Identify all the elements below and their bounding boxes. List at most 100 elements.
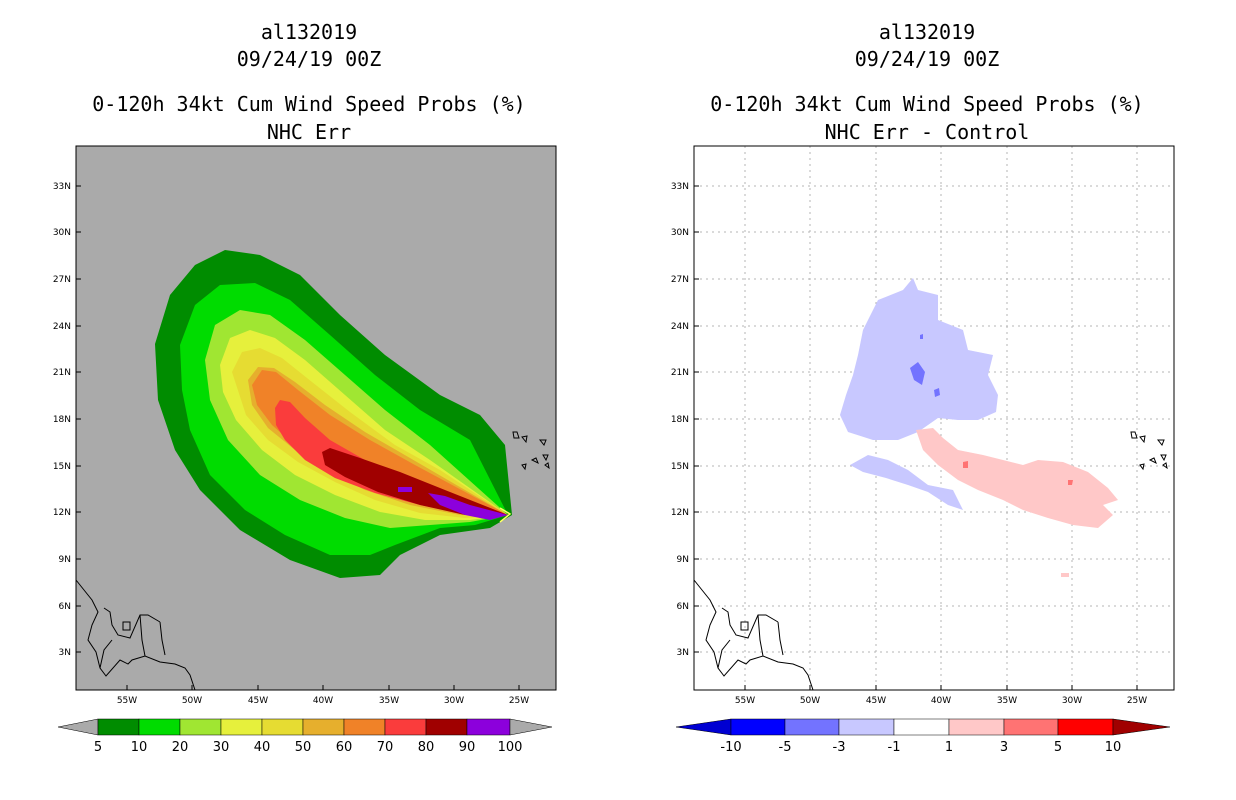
colorbar-swatch	[1057, 718, 1114, 736]
right-lat-label: 21N	[671, 368, 689, 378]
left-lat-label: 9N	[59, 555, 71, 565]
left-storm-id: al132019	[260, 20, 358, 44]
colorbar-arrow-low	[675, 718, 732, 736]
colorbar-swatch	[261, 718, 304, 736]
left-colorbar: 5 10 20 30 40 50 60 70 80 90 100	[57, 718, 553, 755]
cabo-verde-islands	[512, 431, 550, 471]
colorbar-label: 10	[131, 740, 148, 755]
colorbar-swatch	[948, 718, 1005, 736]
right-lat-axis: 33N 30N 27N 24N 21N 18N 15N 12N 9N 6N 3N	[671, 182, 699, 658]
prob-swath-90-fragment	[398, 487, 412, 492]
colorbar-label: -10	[720, 740, 741, 755]
colorbar-label: 70	[377, 740, 394, 755]
right-lon-axis: 55W 50W 45W 40W 35W 30W 25W	[735, 685, 1147, 706]
right-map-frame	[693, 145, 1175, 691]
left-lat-label: 27N	[53, 275, 71, 285]
left-lat-label: 30N	[53, 228, 71, 238]
right-lon-label: 35W	[997, 696, 1017, 706]
left-lon-label: 45W	[248, 696, 268, 706]
colorbar-swatch	[343, 718, 386, 736]
colorbar-label: 30	[213, 740, 230, 755]
right-lon-label: 40W	[931, 696, 951, 706]
left-lat-label: 12N	[53, 508, 71, 518]
left-map: 33N 30N 27N 24N 21N 18N 15N 12N 9N 6N 3N…	[53, 145, 557, 755]
colorbar-label: 100	[498, 740, 523, 755]
right-lon-label: 25W	[1127, 696, 1147, 706]
right-datetime: 09/24/19 00Z	[854, 47, 1000, 71]
diff-negative-strong-3	[920, 334, 923, 339]
left-panel: al132019 09/24/19 00Z 0-120h 34kt Cum Wi…	[53, 20, 557, 755]
prob-swath-80	[322, 448, 508, 515]
colorbar-label: 1	[945, 740, 953, 755]
colorbar-swatch	[384, 718, 427, 736]
colorbar-swatch	[302, 718, 345, 736]
left-lon-axis: 55W 50W 45W 40W 35W 30W 25W	[117, 685, 529, 706]
right-lon-label: 55W	[735, 696, 755, 706]
colorbar-swatch	[730, 718, 786, 736]
colorbar-arrow-high	[1112, 718, 1171, 736]
colorbar-swatch	[179, 718, 222, 736]
colorbar-swatch	[1003, 718, 1059, 736]
diff-positive-strong-2	[1068, 480, 1073, 485]
colorbar-swatch	[893, 718, 950, 736]
south-america-coastline	[75, 579, 196, 691]
colorbar-label: 10	[1105, 740, 1122, 755]
right-map: 33N 30N 27N 24N 21N 18N 15N 12N 9N 6N 3N…	[671, 145, 1175, 755]
colorbar-swatch	[784, 718, 840, 736]
right-lat-label: 27N	[671, 275, 689, 285]
storm-origin-marker	[499, 507, 512, 523]
right-lat-label: 3N	[677, 648, 689, 658]
left-lon-label: 35W	[379, 696, 399, 706]
diff-negative-region	[840, 278, 998, 440]
colorbar-label: 5	[1054, 740, 1062, 755]
colorbar-label: -1	[888, 740, 901, 755]
colorbar-swatch	[138, 718, 181, 736]
left-lat-label: 18N	[53, 415, 71, 425]
colorbar-label: 80	[418, 740, 435, 755]
right-lon-label: 50W	[800, 696, 820, 706]
right-lat-label: 30N	[671, 228, 689, 238]
diff-negative-region-south	[850, 455, 963, 510]
diff-negative-strong-2	[934, 388, 940, 397]
diff-negative-strong-1	[910, 362, 925, 385]
right-subtitle: NHC Err - Control	[824, 120, 1030, 144]
left-lat-label: 15N	[53, 462, 71, 472]
right-lon-label: 30W	[1062, 696, 1082, 706]
colorbar-label: -5	[779, 740, 792, 755]
left-lon-label: 40W	[313, 696, 333, 706]
colorbar-label: 3	[1000, 740, 1008, 755]
guiana-borders	[717, 607, 784, 669]
colorbar-label: 60	[336, 740, 353, 755]
right-lon-label: 45W	[866, 696, 886, 706]
left-map-frame	[75, 145, 557, 691]
left-datetime: 09/24/19 00Z	[236, 47, 382, 71]
left-lat-axis: 33N 30N 27N 24N 21N 18N 15N 12N 9N 6N 3N	[53, 182, 81, 658]
right-map-grid	[694, 146, 1174, 690]
south-america-coastline	[693, 579, 814, 691]
right-lat-label: 18N	[671, 415, 689, 425]
left-lon-label: 30W	[444, 696, 464, 706]
colorbar-label: -3	[833, 740, 846, 755]
right-lat-label: 6N	[677, 602, 689, 612]
colorbar-swatch	[97, 718, 140, 736]
left-product-title: 0-120h 34kt Cum Wind Speed Probs (%)	[92, 92, 526, 116]
right-lat-label: 9N	[677, 555, 689, 565]
right-lat-label: 33N	[671, 182, 689, 192]
cabo-verde-islands	[1130, 431, 1168, 471]
right-lat-label: 24N	[671, 322, 689, 332]
colorbar-swatch	[425, 718, 468, 736]
colorbar-label: 5	[94, 740, 102, 755]
lake-outline	[122, 621, 131, 631]
diff-positive-speck	[1061, 573, 1069, 577]
left-subtitle: NHC Err	[266, 120, 352, 144]
right-lat-label: 12N	[671, 508, 689, 518]
left-lat-label: 3N	[59, 648, 71, 658]
colorbar-label: 20	[172, 740, 189, 755]
colorbar-swatch	[220, 718, 263, 736]
left-lon-label: 50W	[182, 696, 202, 706]
right-product-title: 0-120h 34kt Cum Wind Speed Probs (%)	[710, 92, 1144, 116]
left-lat-label: 24N	[53, 322, 71, 332]
left-lon-label: 25W	[509, 696, 529, 706]
left-lon-label: 55W	[117, 696, 137, 706]
right-panel: al132019 09/24/19 00Z 0-120h 34kt Cum Wi…	[618, 0, 1236, 800]
